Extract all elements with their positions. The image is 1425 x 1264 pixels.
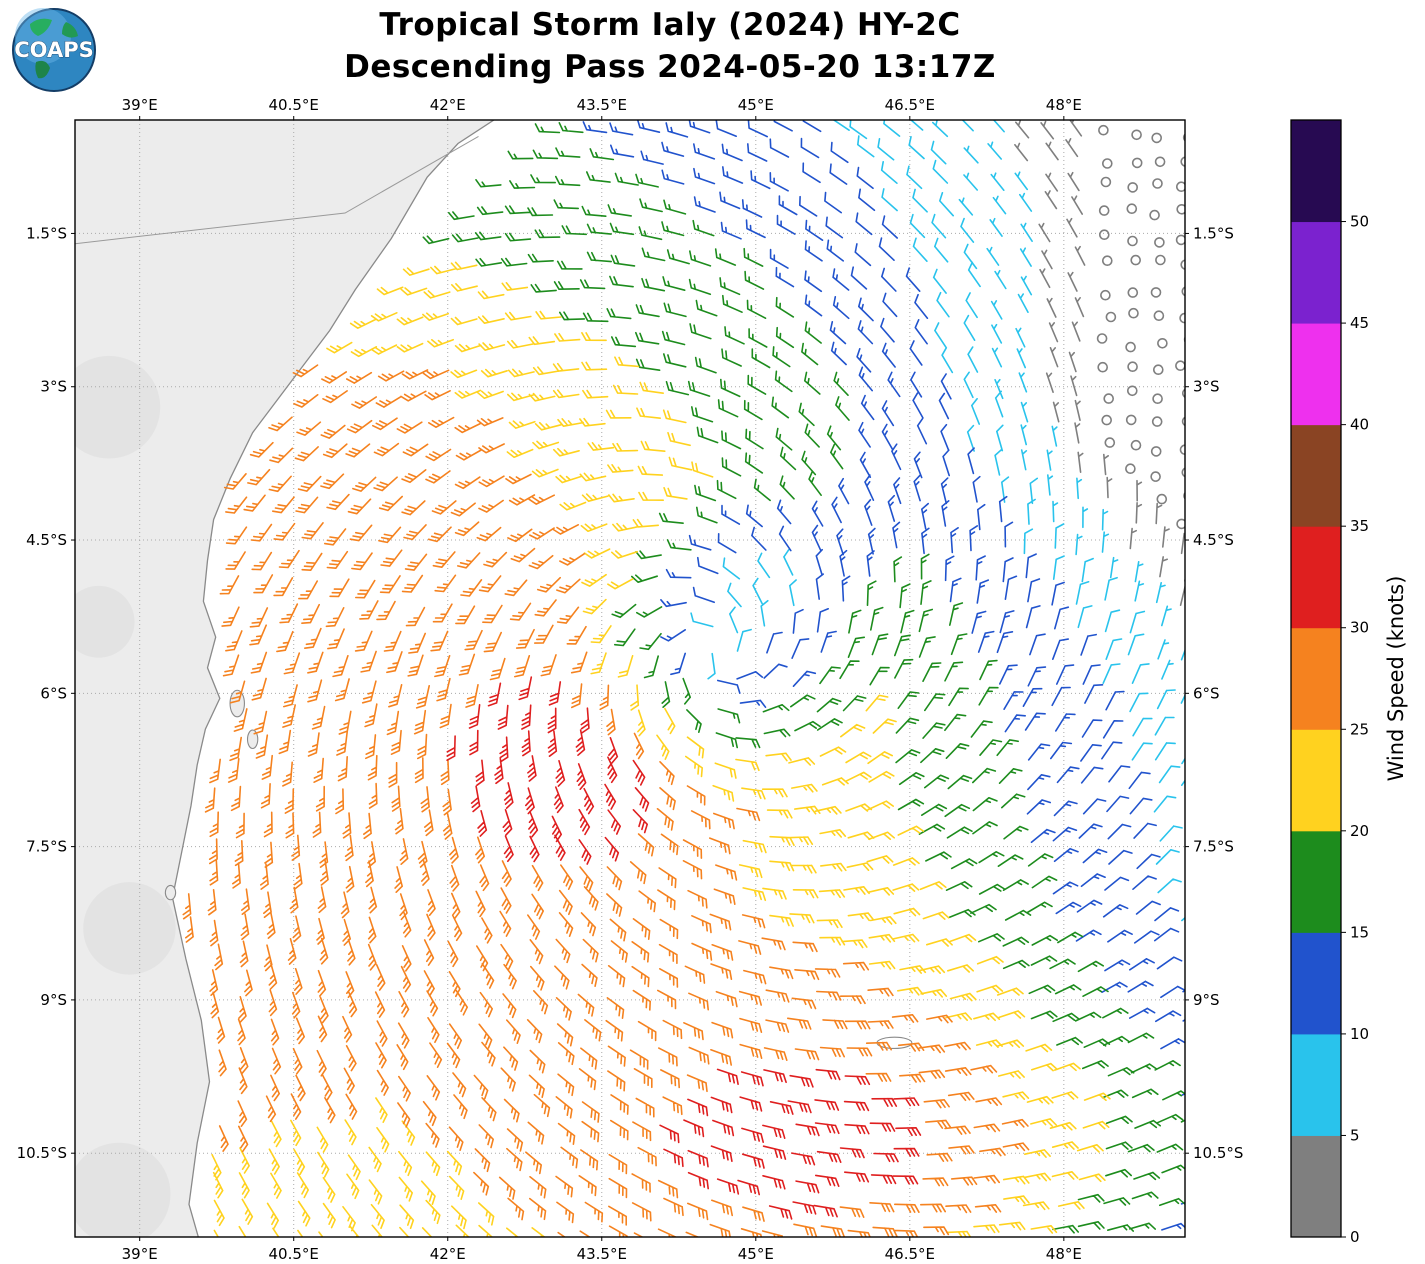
colorbar-band-6 [1291, 526, 1341, 629]
colorbar-tick-label: 5 [1350, 1126, 1360, 1144]
lat-tick-label-right: 9°S [1193, 991, 1220, 1009]
lon-tick-label-top: 45°E [738, 96, 774, 114]
lat-tick-label-right: 7.5°S [1193, 838, 1234, 856]
colorbar-tick-label: 40 [1350, 416, 1369, 434]
wind-barbs-speed-band-1 [690, 120, 1185, 922]
colorbar: 0 5 10 15 20 25 30 35 40 45 50 Wind Speed (knots) [1290, 119, 1408, 1246]
lon-tick-label-bottom: 42°E [430, 1245, 466, 1263]
coastline [75, 120, 913, 1237]
land-region [75, 120, 494, 1237]
colorbar-tick-label: 20 [1350, 822, 1369, 840]
lat-tick-label-left: 6°S [40, 684, 67, 702]
logo-text: COAPS [14, 38, 93, 62]
colorbar-tick-label: 45 [1350, 314, 1369, 332]
lon-tick-label-top: 48°E [1046, 96, 1082, 114]
lat-tick-label-left: 3°S [40, 378, 67, 396]
lon-tick-label-top: 43.5°E [577, 96, 627, 114]
lat-tick-label-right: 6°S [1193, 684, 1220, 702]
wind-barbs-speed-band-2 [582, 120, 1185, 1231]
colorbar-tick-label: 30 [1350, 619, 1369, 637]
lat-tick-label-left: 10.5°S [17, 1144, 67, 1162]
coaps-logo: COAPS [12, 8, 96, 92]
lat-tick-label-right: 3°S [1193, 378, 1220, 396]
lon-tick-label-bottom: 45°E [738, 1245, 774, 1263]
lon-tick-label-top: 40.5°E [269, 96, 319, 114]
lon-tick-label-top: 42°E [430, 96, 466, 114]
colorbar-band-5 [1291, 627, 1341, 730]
wind-barbs-speed-band-4 [211, 261, 1111, 1237]
lon-tick-label-bottom: 40.5°E [269, 1245, 319, 1263]
logo-landmass-east [62, 22, 78, 38]
colorbar-band-9 [1291, 221, 1341, 324]
colorbar-band-4 [1291, 729, 1341, 832]
lat-tick-label-right: 4.5°S [1193, 531, 1234, 549]
lat-tick-label-left: 7.5°S [26, 838, 67, 856]
chart-title-block: Tropical Storm Ialy (2024) HY-2C Descend… [0, 4, 1340, 88]
chart-title-line2: Descending Pass 2024-05-20 13:17Z [344, 49, 996, 85]
logo-landmass-south [35, 60, 50, 79]
colorbar-band-3 [1291, 830, 1341, 933]
axes: 39°E 39°E 40.5°E 40.5°E 42°E 42°E 43.5°E 43.5°E… [17, 96, 1244, 1263]
colorbar-axis-label: Wind Speed (knots) [1384, 576, 1408, 782]
colorbar-tick-label: 0 [1350, 1228, 1360, 1246]
colorbar-band-8 [1291, 323, 1341, 426]
colorbar-band-0 [1291, 1135, 1341, 1238]
colorbar-tick-label: 50 [1350, 213, 1369, 231]
wind-barb-layer [182, 120, 1185, 1237]
lat-tick-label-left: 9°S [40, 991, 67, 1009]
lat-tick-label-left: 1.5°S [26, 224, 67, 242]
wind-barbs-speed-band-5 [182, 364, 1030, 1237]
lon-tick-label-bottom: 46.5°E [885, 1245, 935, 1263]
colorbar-tick-label: 35 [1350, 517, 1369, 535]
lon-tick-label-top: 39°E [122, 96, 158, 114]
chart-title-line1: Tropical Storm Ialy (2024) HY-2C [379, 7, 961, 43]
lon-tick-label-bottom: 48°E [1046, 1245, 1082, 1263]
lon-tick-label-bottom: 43.5°E [577, 1245, 627, 1263]
colorbar-band-1 [1291, 1033, 1341, 1136]
wind-barbs-speed-band-6 [446, 676, 922, 1220]
lat-tick-label-right: 1.5°S [1193, 224, 1234, 242]
colorbar-band-2 [1291, 932, 1341, 1035]
lon-tick-label-bottom: 39°E [122, 1245, 158, 1263]
colorbar-tick-label: 15 [1350, 923, 1369, 941]
colorbar-band-7 [1291, 424, 1341, 527]
lat-tick-label-left: 4.5°S [26, 531, 67, 549]
logo-globe-highlight [15, 8, 71, 64]
logo-landmass-north [30, 18, 52, 36]
colorbar-tick-label: 25 [1350, 720, 1369, 738]
lat-tick-label-right: 10.5°S [1193, 1144, 1243, 1162]
colorbar-tick-label: 10 [1350, 1025, 1369, 1043]
wind-barbs-speed-band-3 [422, 122, 1185, 1234]
colorbar-band-10 [1291, 120, 1341, 223]
lon-tick-label-top: 46.5°E [885, 96, 935, 114]
